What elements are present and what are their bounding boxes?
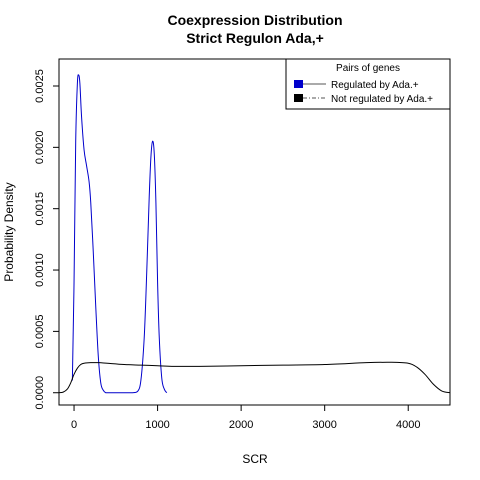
chart-title: Coexpression Distribution xyxy=(167,12,342,28)
series-layer xyxy=(58,74,451,394)
series-line-not-regulated xyxy=(58,361,451,394)
x-axis-label: SCR xyxy=(242,452,268,466)
legend-label-regulated: Regulated by Ada.+ xyxy=(331,80,419,91)
legend-swatch-not-regulated xyxy=(294,94,303,102)
legend-label-not-regulated: Not regulated by Ada.+ xyxy=(331,94,433,105)
y-axis: 0.0000 0.0005 0.0010 0.0015 0.0020 0.0025 xyxy=(34,69,59,410)
x-tick-label: 1000 xyxy=(145,419,169,431)
legend-title: Pairs of genes xyxy=(336,63,400,74)
x-tick-label: 4000 xyxy=(396,419,420,431)
series-line-regulated xyxy=(71,74,168,394)
y-tick-label: 0.0000 xyxy=(34,376,46,410)
x-tick-label: 0 xyxy=(71,419,77,431)
y-tick-label: 0.0020 xyxy=(34,131,46,165)
legend: Pairs of genes Regulated by Ada.+ Not re… xyxy=(285,58,451,110)
x-axis: 0 1000 2000 3000 4000 xyxy=(71,405,420,431)
plot-frame xyxy=(58,58,451,406)
y-tick-label: 0.0025 xyxy=(34,69,46,103)
y-axis-label: Probability Density xyxy=(2,182,16,281)
y-tick-label: 0.0010 xyxy=(34,253,46,287)
chart-subtitle: Strict Regulon Ada,+ xyxy=(186,30,324,46)
x-tick-label: 2000 xyxy=(229,419,253,431)
y-tick-label: 0.0005 xyxy=(34,315,46,349)
legend-swatch-regulated xyxy=(294,80,303,88)
x-tick-label: 3000 xyxy=(312,419,336,431)
y-tick-label: 0.0015 xyxy=(34,192,46,226)
